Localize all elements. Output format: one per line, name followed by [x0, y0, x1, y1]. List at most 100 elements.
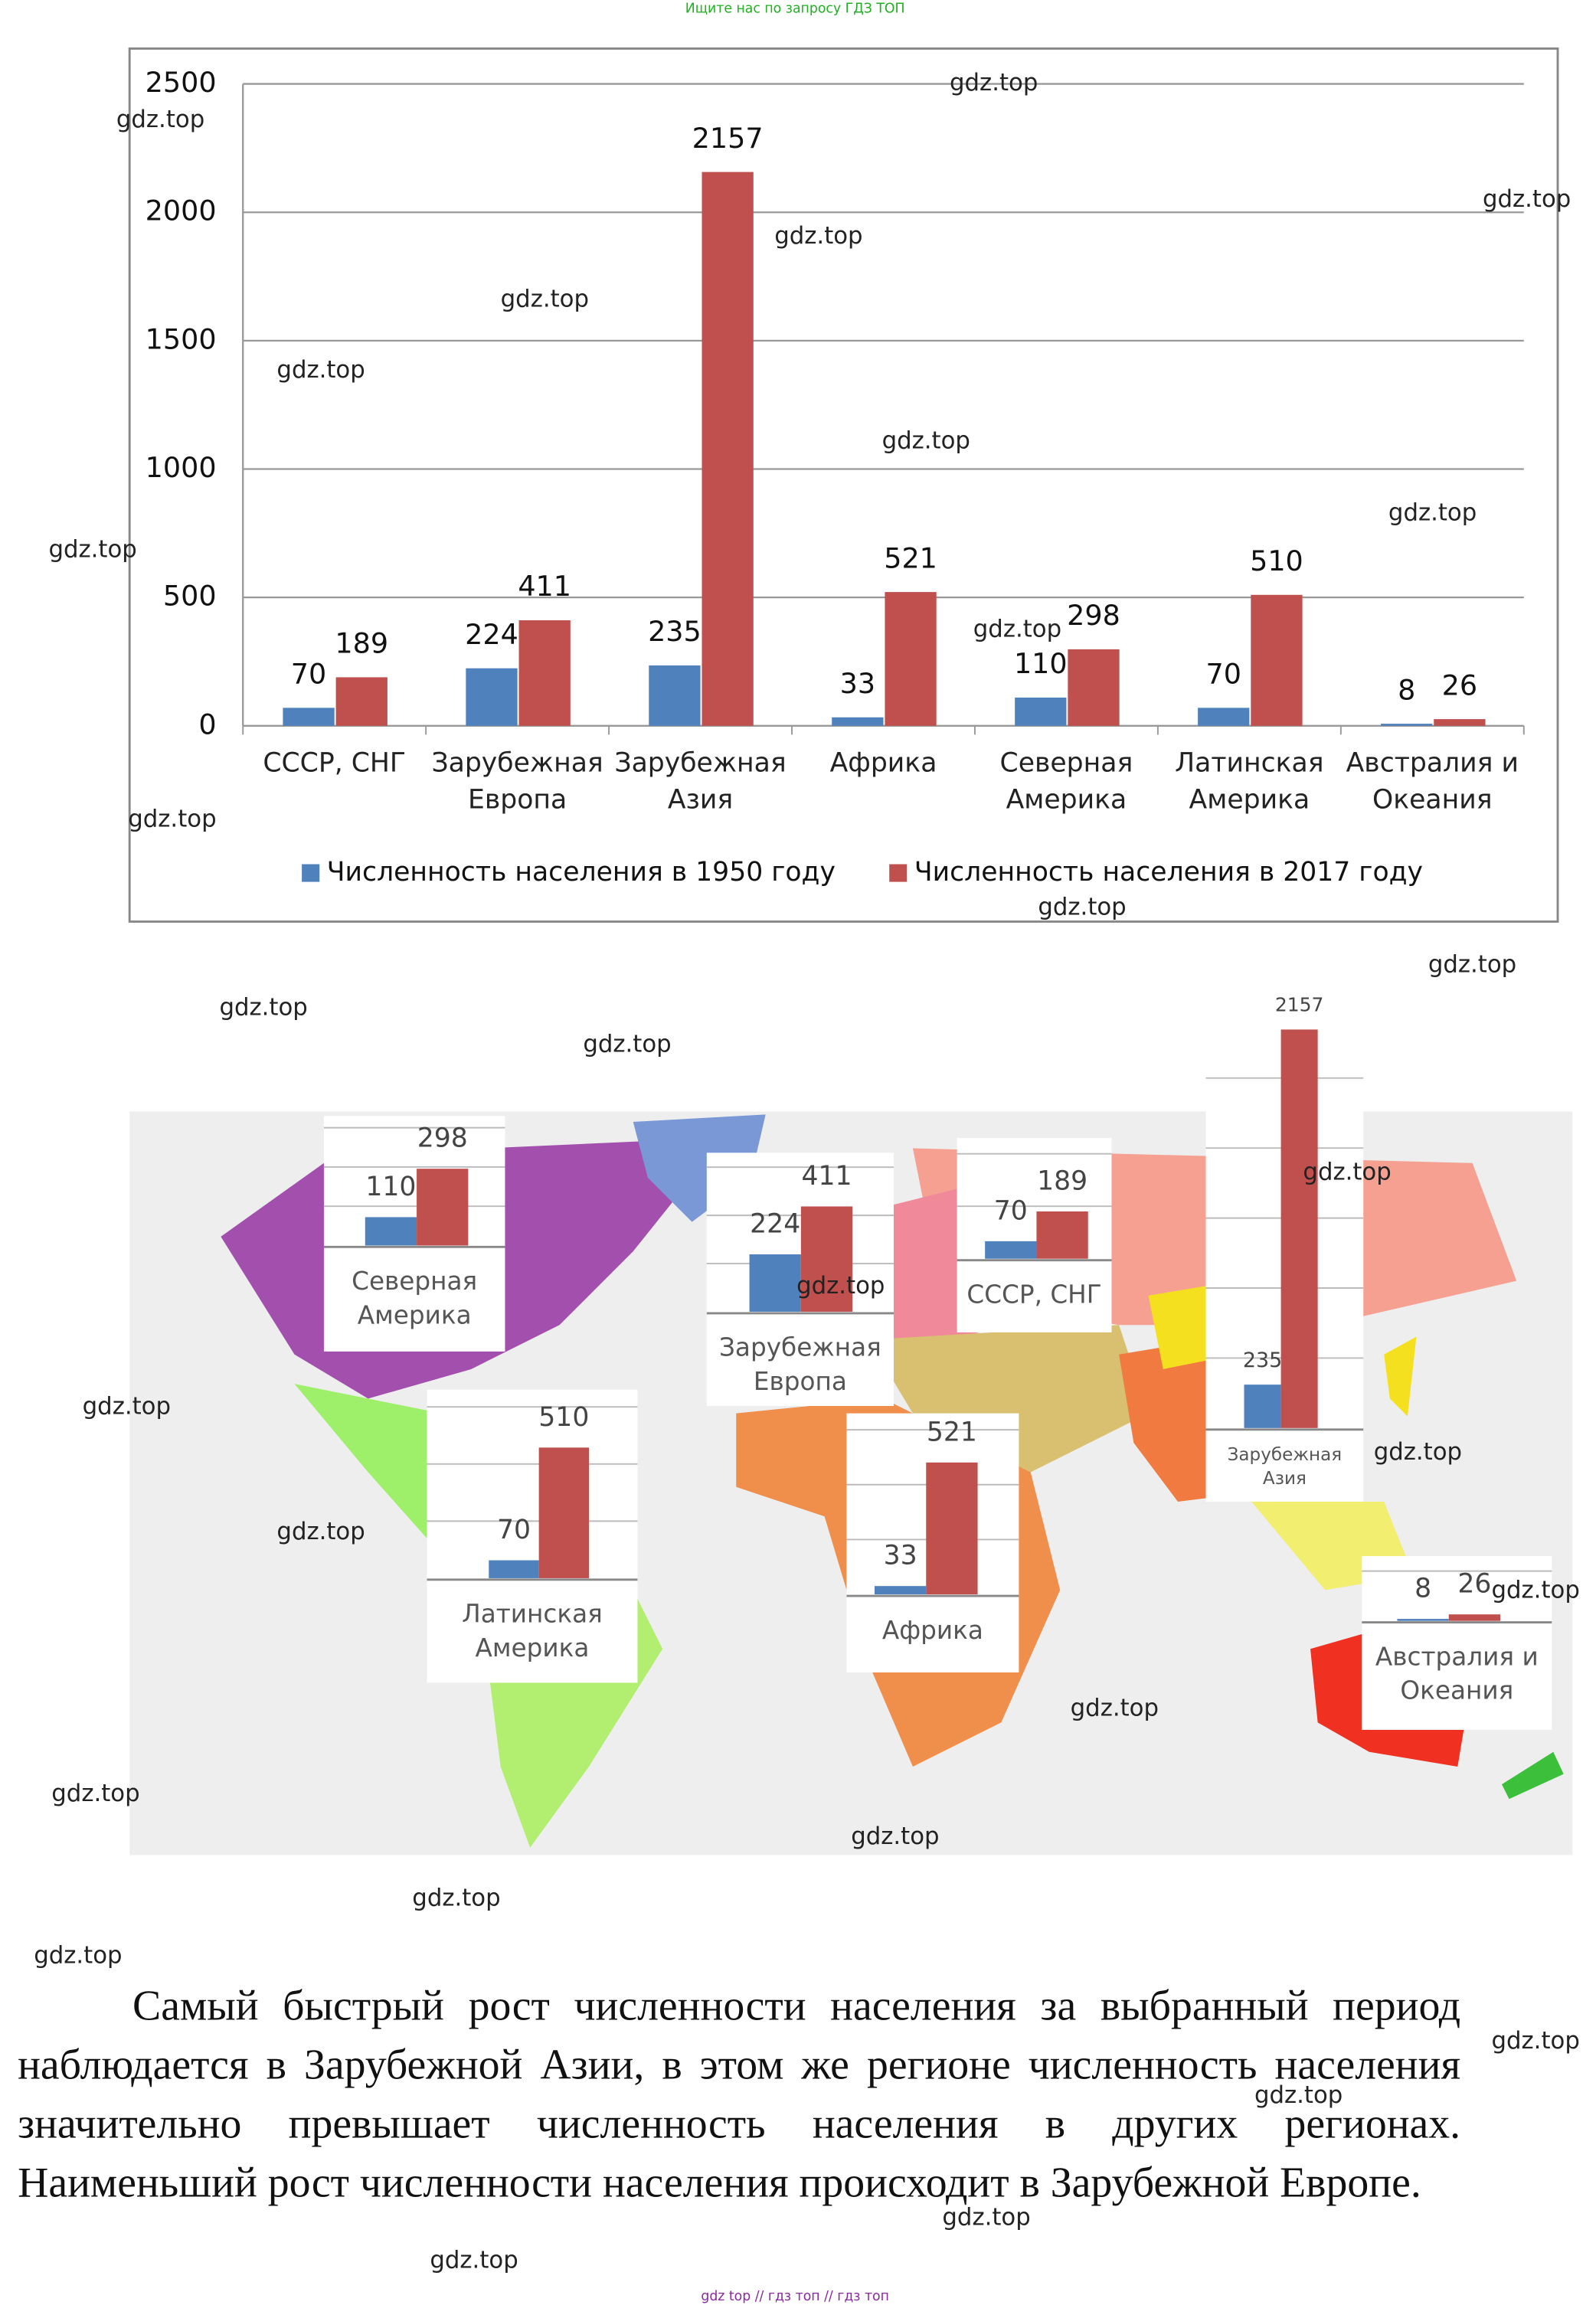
inset-label-box: Зарубежная Азия: [1228, 1444, 1343, 1489]
inset-label-box: Латинская Америка: [462, 1600, 603, 1665]
watermark: gdz.top: [1374, 1438, 1462, 1466]
y-tick-label: 1500: [146, 322, 217, 355]
legend-label: Численность населения в 2017 году: [914, 857, 1423, 888]
value-label: 2157: [692, 122, 764, 155]
value-label: 224: [465, 618, 518, 651]
bar: [518, 620, 571, 726]
x-tick-label: СССР, СНГ: [263, 747, 407, 780]
value-label: 298: [1067, 599, 1120, 632]
y-tick-label: 500: [163, 580, 217, 613]
inset-value-label: 298: [417, 1123, 468, 1154]
value-label: 110: [1014, 647, 1068, 680]
bar: [1068, 649, 1120, 726]
watermark: gdz.top: [1492, 2027, 1580, 2055]
continent: [868, 1325, 1149, 1473]
watermark: gdz.top: [774, 222, 862, 250]
x-tick-label: Африка: [829, 747, 937, 780]
continent: [1501, 1751, 1564, 1800]
inset-label: Латинская Америка: [462, 1600, 603, 1665]
watermark: gdz.top: [1492, 1577, 1580, 1604]
x-tick-label: Зарубежная Европа: [431, 747, 603, 816]
bar: [283, 708, 335, 726]
watermark: gdz.top: [276, 1518, 365, 1545]
bar: [1434, 719, 1486, 726]
inset-panel: [427, 1389, 638, 1683]
inset-value-label: 26: [1457, 1569, 1491, 1600]
watermark: gdz.top: [1388, 499, 1477, 526]
inset-bar: [985, 1241, 1037, 1259]
x-tick-label-box: Зарубежная Азия: [614, 747, 787, 816]
watermark: gdz.top: [882, 427, 970, 454]
watermark: gdz.top: [1303, 1159, 1391, 1186]
inset-value-label: 411: [801, 1161, 852, 1192]
watermark: gdz.top: [942, 2204, 1030, 2231]
watermark: gdz.top: [48, 536, 136, 564]
value-label: 189: [335, 627, 388, 660]
inset-label-box: СССР, СНГ: [966, 1281, 1101, 1310]
bar: [702, 172, 754, 726]
watermark: gdz.top: [1254, 2081, 1343, 2109]
legend-label: Численность населения в 1950 году: [327, 857, 836, 888]
value-label: 70: [1206, 658, 1241, 691]
value-label: 8: [1398, 673, 1415, 706]
inset-label-box: Африка: [882, 1617, 983, 1646]
watermark: gdz.top: [51, 1780, 139, 1807]
inset-label-box: Северная Америка: [352, 1267, 478, 1332]
header-text: Ищите нас по запросу ГДЗ ТОП: [685, 2, 905, 17]
watermark: gdz.top: [973, 615, 1061, 642]
legend-swatch: [302, 864, 320, 882]
watermark: gdz.top: [1428, 951, 1516, 979]
inset-value-label: 235: [1243, 1349, 1282, 1372]
inset-bar: [538, 1447, 590, 1578]
value-label: 521: [884, 541, 937, 574]
inset-label-box: Зарубежная Европа: [719, 1334, 881, 1398]
inset-label: Северная Америка: [352, 1267, 478, 1332]
continent: [633, 1114, 766, 1222]
legend-swatch: [889, 864, 908, 882]
x-tick-label: Австралия и Океания: [1346, 747, 1519, 816]
watermark: gdz.top: [501, 286, 589, 313]
x-tick-label-box: Зарубежная Европа: [431, 747, 603, 816]
bar: [885, 592, 937, 726]
value-label: 510: [1250, 544, 1303, 577]
watermark: gdz.top: [851, 1823, 939, 1850]
watermark: gdz.top: [796, 1272, 885, 1300]
inset-value-label: 189: [1037, 1166, 1087, 1197]
inset-value-label: 33: [884, 1541, 917, 1571]
inset-bar: [1397, 1619, 1449, 1621]
value-label: 70: [291, 658, 326, 691]
bar: [1198, 708, 1250, 726]
inset-value-label: 2157: [1275, 994, 1324, 1016]
bar: [1251, 594, 1303, 726]
y-tick-label: 0: [198, 708, 216, 741]
watermark: gdz.top: [116, 106, 204, 133]
bar: [1015, 697, 1067, 726]
inset-value-label: 8: [1414, 1574, 1431, 1604]
continent: [1384, 1336, 1417, 1417]
x-tick-label-box: СССР, СНГ: [263, 747, 407, 780]
bar: [335, 677, 388, 726]
inset-bar: [1448, 1614, 1501, 1621]
x-tick-label-box: Латинская Америка: [1175, 748, 1323, 816]
watermark: gdz.top: [412, 1885, 500, 1912]
paragraph-box: Самый быстрый рост численности населения…: [18, 1983, 1460, 2207]
inset-bar: [417, 1169, 469, 1246]
y-tick-label: 2500: [146, 66, 217, 99]
inset-label-box: Австралия и Океания: [1375, 1643, 1539, 1707]
watermark: gdz.top: [950, 69, 1038, 96]
x-tick-label-box: Австралия и Океания: [1346, 747, 1519, 816]
x-tick-label: Зарубежная Азия: [614, 747, 787, 816]
bar: [649, 665, 701, 726]
footer-text: gdz top // гдз топ // гдз топ: [701, 2289, 889, 2304]
inset-bar: [365, 1217, 417, 1246]
inset-value-label: 521: [927, 1417, 977, 1447]
y-tick-label: 1000: [146, 451, 217, 484]
x-tick-label-box: Северная Америка: [1000, 748, 1133, 816]
inset-bar: [800, 1206, 853, 1312]
watermark: gdz.top: [1483, 185, 1571, 213]
value-label: 235: [648, 615, 702, 648]
watermark: gdz.top: [34, 1942, 122, 1970]
bar: [832, 717, 884, 726]
